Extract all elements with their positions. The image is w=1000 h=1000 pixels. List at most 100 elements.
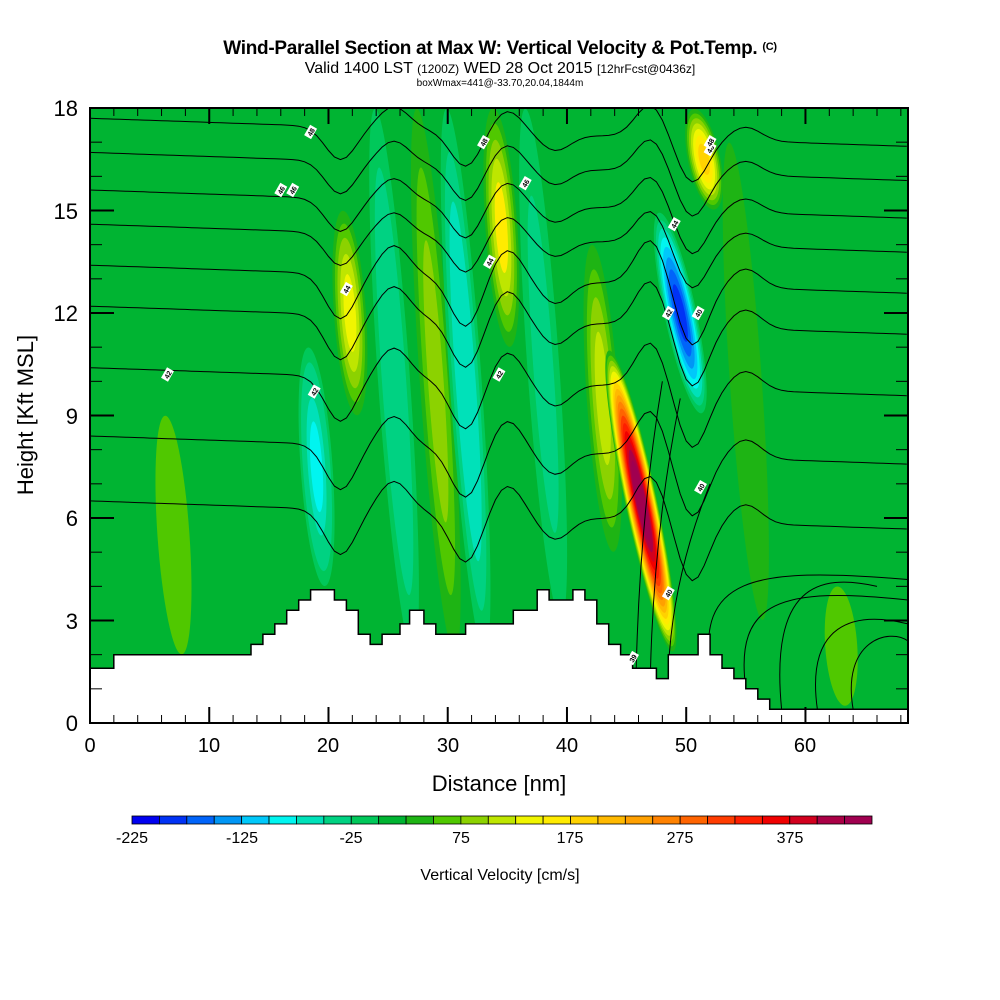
- contour-label: 42: [661, 305, 675, 321]
- velocity-contour-fill: [93, 313, 134, 655]
- theta-contour-line: [90, 410, 907, 517]
- colorbar-label: -225: [116, 830, 148, 847]
- theta-contour-line: [90, 281, 907, 387]
- colorbar-segment: [515, 815, 544, 825]
- contour-label-text: 46: [706, 145, 716, 155]
- contour-label-text: 48: [307, 127, 317, 137]
- contour-label-box: [339, 281, 353, 297]
- velocity-band: [93, 313, 134, 655]
- velocity-contour-fill: [155, 415, 192, 655]
- contour-label-text: 39: [629, 654, 639, 664]
- contour-label: 40: [661, 585, 675, 601]
- copyright-mark: (C): [762, 41, 777, 53]
- theta-contour-line: [635, 381, 663, 672]
- colorbar-segment: [378, 815, 407, 825]
- axis-ticks: [89, 107, 908, 724]
- colorbar-segment: [323, 815, 352, 825]
- colorbar-label: 275: [667, 830, 694, 847]
- contour-label-text: 46: [277, 186, 287, 196]
- contour-label-box: [667, 216, 681, 232]
- colorbar-segment: [405, 815, 434, 825]
- colorbar-segment: [350, 815, 380, 825]
- contour-label-text: 40: [697, 483, 707, 493]
- colorbar-segment: [789, 815, 818, 825]
- colorbar-segment: [707, 815, 736, 825]
- colorbar-segment: [213, 815, 243, 825]
- theta-contour-line: [649, 398, 681, 672]
- theta-contour-line: [779, 581, 878, 710]
- contour-label: 40: [694, 480, 707, 495]
- theta-contour-line: [90, 475, 907, 582]
- theta-contour-line: [90, 176, 907, 255]
- colorbar-title: Vertical Velocity [cm/s]: [420, 867, 579, 884]
- contour-label-text: 44: [486, 257, 496, 267]
- colorbar-label: 375: [777, 830, 804, 847]
- colorbar-segment: [734, 815, 763, 825]
- box-info: boxWmax=441@-33.70,20.04,1844m: [416, 78, 584, 89]
- x-tick-label: 40: [556, 735, 578, 757]
- velocity-contour-fill: [698, 143, 710, 175]
- contour-label-box: [274, 182, 288, 198]
- contour-label: 40: [691, 305, 705, 321]
- contour-label: 46: [518, 175, 532, 191]
- y-tick-labels: 0 3 6 9 12 15 18: [54, 96, 78, 736]
- contour-label: 46: [286, 182, 300, 198]
- colorbar-segment: [296, 815, 325, 825]
- y-tick-label: 18: [54, 96, 78, 121]
- y-axis-title: Height [Kft MSL]: [13, 335, 38, 495]
- velocity-band: [369, 108, 419, 655]
- velocity-contour-fill: [527, 195, 559, 533]
- contour-label-text: 40: [694, 309, 704, 319]
- colorbar-segment: [241, 815, 270, 825]
- theta-contour-line: [90, 139, 907, 217]
- contour-label: 44: [667, 216, 681, 232]
- velocity-contour-fill: [455, 262, 477, 501]
- colorbar-labels: -225 -125 -25 75 175 275 375: [116, 830, 803, 847]
- velocity-band: [583, 245, 622, 552]
- velocity-contour-fill: [672, 284, 688, 342]
- colorbar-segment: [131, 815, 160, 825]
- contour-label-text: 48: [706, 138, 716, 148]
- valid-date: WED 28 Oct 2015: [463, 60, 593, 77]
- y-tick-label: 15: [54, 199, 78, 224]
- contour-label: 48: [477, 134, 490, 150]
- theta-contour-line: [743, 595, 908, 689]
- colorbar-segment: [652, 815, 681, 825]
- velocity-band: [298, 347, 335, 587]
- terrain-outline: [90, 589, 908, 711]
- x-tick-label: 30: [437, 735, 459, 757]
- contour-label-text: 42: [310, 387, 320, 397]
- y-tick-label: 0: [66, 711, 78, 736]
- y-tick-label: 9: [66, 404, 78, 429]
- velocity-band: [332, 210, 368, 416]
- contour-label-text: 46: [522, 179, 532, 189]
- contour-label: 44: [339, 281, 353, 297]
- colorbar-label: 175: [557, 830, 584, 847]
- contour-label: 42: [307, 384, 321, 399]
- contour-label-box: [304, 124, 318, 140]
- x-tick-label: 10: [198, 735, 220, 757]
- contour-label: 44: [482, 254, 496, 269]
- x-tick-labels: 0 10 20 30 40 50 60: [84, 735, 816, 757]
- contour-label-box: [307, 384, 321, 399]
- contour-label-text: 48: [480, 138, 490, 148]
- theta-contour-line: [90, 342, 907, 449]
- x-tick-label: 0: [84, 735, 95, 757]
- colorbar: [131, 815, 873, 825]
- velocity-band: [410, 108, 461, 655]
- colorbar-label: -25: [339, 830, 362, 847]
- velocity-contour-fill: [423, 240, 449, 523]
- velocity-contour-fill: [722, 142, 769, 620]
- velocity-contour-fill: [309, 421, 324, 513]
- theta-contour-line: [90, 240, 907, 346]
- theta-contour-line: [90, 211, 907, 289]
- forecast-info: [12hrFcst@0436z]: [597, 62, 696, 76]
- velocity-contour-fill: [594, 331, 611, 466]
- colorbar-segment: [433, 815, 462, 825]
- theta-contour-line: [667, 483, 711, 672]
- contour-label-box: [477, 134, 490, 150]
- x-tick-label: 60: [794, 735, 816, 757]
- valid-time-lst: Valid 1400 LST: [304, 60, 413, 77]
- velocity-contour-fill: [824, 586, 858, 706]
